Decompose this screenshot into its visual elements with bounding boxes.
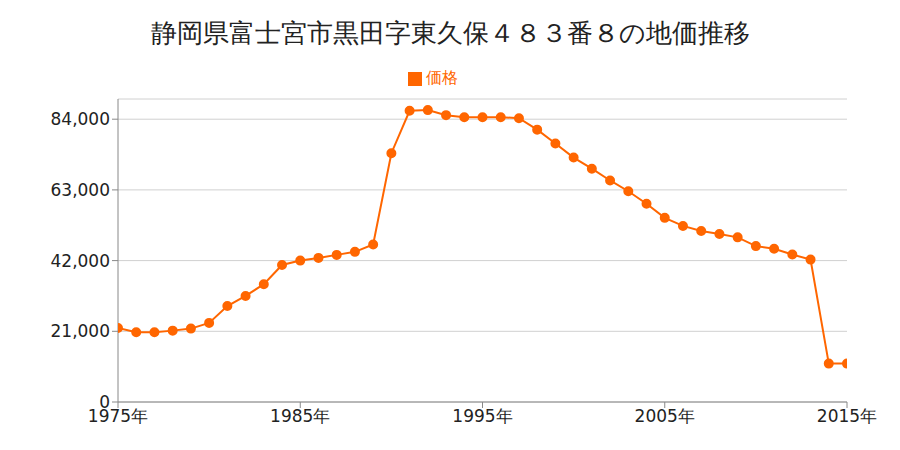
svg-text:0: 0 xyxy=(99,392,110,412)
svg-text:21,000: 21,000 xyxy=(51,321,110,341)
svg-text:1985年: 1985年 xyxy=(270,406,330,426)
svg-text:2005年: 2005年 xyxy=(635,406,695,426)
html-text:価格: 価格 xyxy=(425,68,458,87)
svg-text:1975年: 1975年 xyxy=(88,406,148,426)
svg-text:1995年: 1995年 xyxy=(452,406,512,426)
svg-text:2015年: 2015年 xyxy=(817,406,877,426)
svg-text:84,000: 84,000 xyxy=(51,109,110,129)
svg-text:42,000: 42,000 xyxy=(51,251,110,271)
svg-text:63,000: 63,000 xyxy=(51,180,110,200)
html-text:静岡県富士宮市黒田字東久保４８３番８の地価推移: 静岡県富士宮市黒田字東久保４８３番８の地価推移 xyxy=(150,18,750,48)
